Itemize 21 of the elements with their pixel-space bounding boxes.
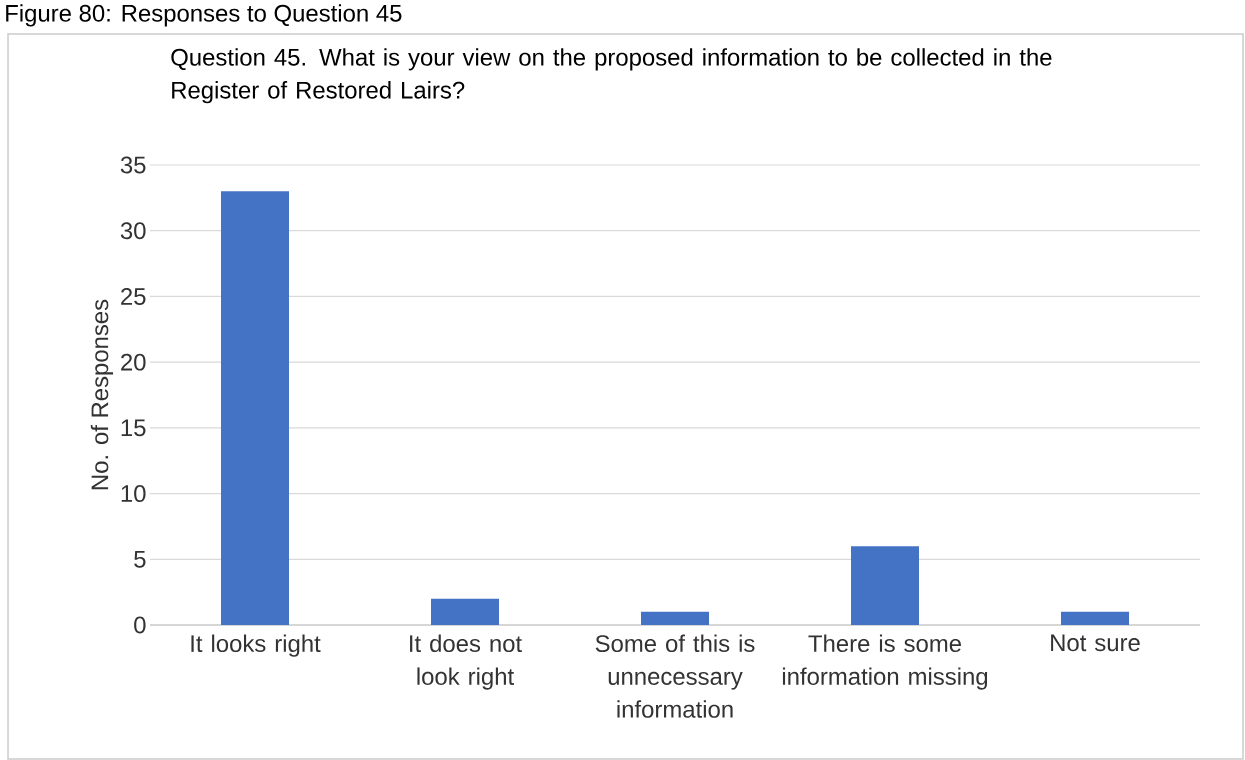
y-tick-label: 15 — [121, 419, 146, 437]
x-tick-label: It looks right — [191, 634, 321, 657]
x-tick-label: There is some information missing — [782, 634, 988, 690]
bar — [221, 191, 290, 625]
x-tick-label: Not sure — [1051, 634, 1140, 652]
x-tick-label: Some of this is unnecessary information — [595, 634, 755, 718]
chart-title: Question 45. What is your view on the proposed information to be collected in the Register of Restored Lairs? — [171, 48, 1052, 104]
bar — [851, 546, 919, 625]
y-tick-label: 30 — [120, 222, 146, 240]
bar — [431, 598, 500, 625]
bar — [641, 611, 709, 625]
x-tick-label: It does not look right — [410, 634, 522, 690]
y-axis-title: No. of Responses — [90, 299, 114, 490]
y-tick-label: 20 — [121, 353, 146, 371]
bar — [1061, 611, 1130, 625]
y-tick-label: 5 — [134, 550, 146, 568]
y-tick-label: 35 — [120, 156, 146, 174]
y-tick-label: 25 — [121, 287, 146, 305]
caption: Figure 80: Responses to Question 45 — [6, 4, 402, 27]
y-tick-label: 0 — [134, 616, 146, 634]
y-tick-label: 10 — [121, 485, 146, 503]
